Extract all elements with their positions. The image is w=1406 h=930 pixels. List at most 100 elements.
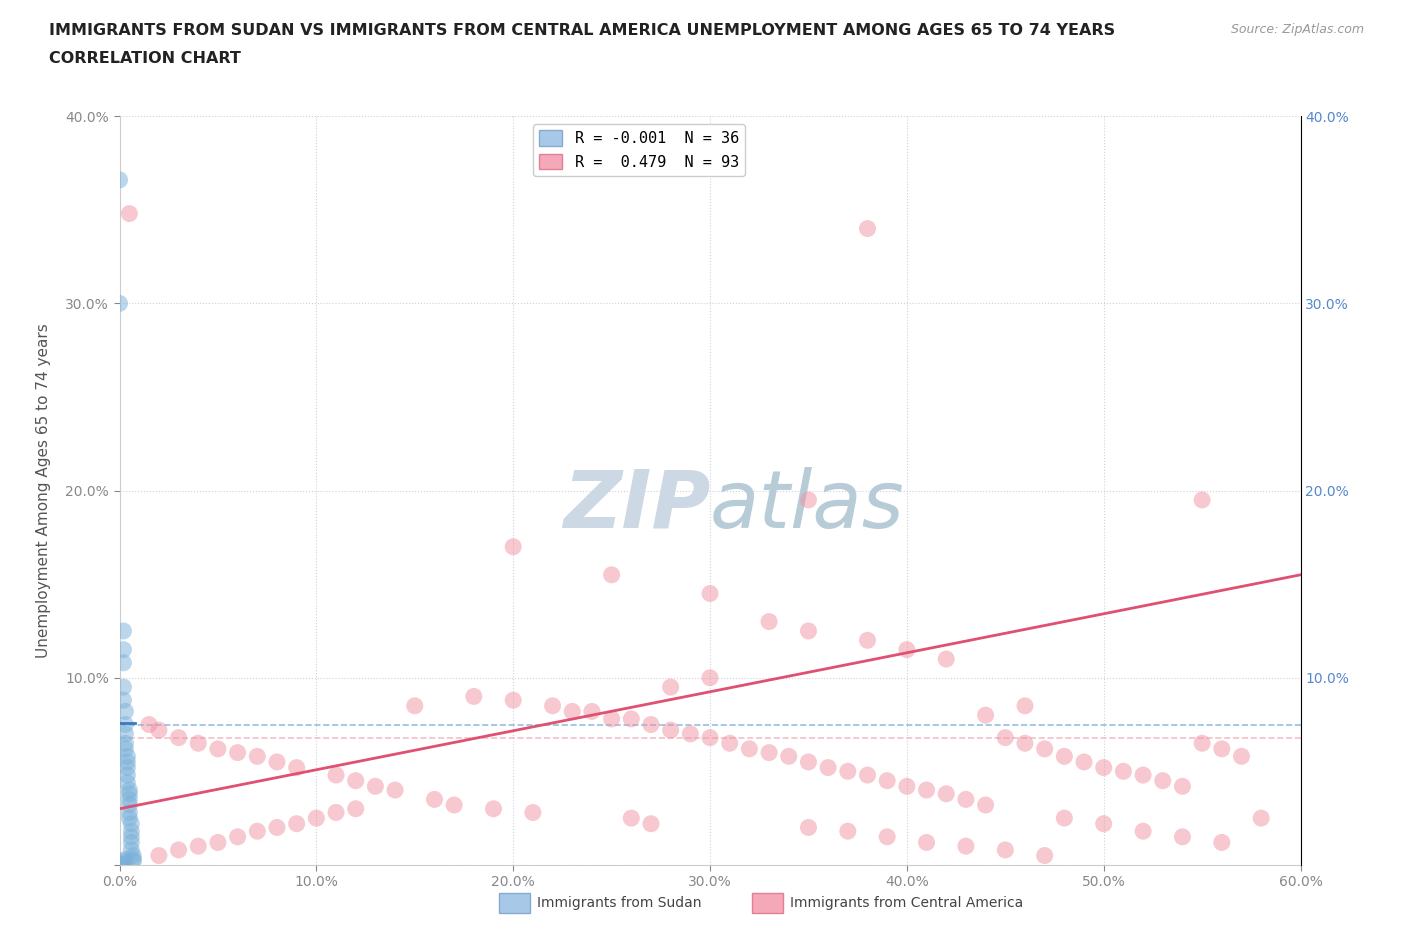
Point xyxy=(935,787,957,802)
Point xyxy=(758,614,780,629)
Point xyxy=(118,787,141,802)
Point xyxy=(114,852,136,867)
Text: atlas: atlas xyxy=(710,467,905,545)
Point xyxy=(122,848,145,863)
Point xyxy=(463,689,485,704)
Text: ZIP: ZIP xyxy=(562,467,710,545)
Point xyxy=(1014,736,1036,751)
Y-axis label: Unemployment Among Ages 65 to 74 years: Unemployment Among Ages 65 to 74 years xyxy=(37,324,52,658)
Point xyxy=(266,754,288,769)
Text: Immigrants from Central America: Immigrants from Central America xyxy=(790,896,1024,910)
Point xyxy=(659,723,682,737)
Point xyxy=(112,693,135,708)
Point xyxy=(620,811,643,826)
Point xyxy=(108,172,131,187)
Point xyxy=(1112,764,1135,778)
Point xyxy=(118,206,141,221)
Point xyxy=(797,754,820,769)
Point xyxy=(305,811,328,826)
Point xyxy=(876,773,898,788)
Point xyxy=(167,730,190,745)
Point xyxy=(797,623,820,638)
Point xyxy=(112,854,135,869)
Point xyxy=(856,632,879,647)
Point xyxy=(659,680,682,695)
Point xyxy=(325,805,347,820)
Point xyxy=(246,824,269,839)
Point xyxy=(955,839,977,854)
Point xyxy=(1092,760,1115,775)
Point xyxy=(856,767,879,782)
Point xyxy=(640,717,662,732)
Point xyxy=(120,835,142,850)
Point xyxy=(117,754,139,769)
Point xyxy=(718,736,741,751)
Point xyxy=(404,698,426,713)
Point xyxy=(640,817,662,831)
Point xyxy=(482,802,505,817)
Point xyxy=(817,760,839,775)
Point xyxy=(117,749,139,764)
Point xyxy=(1250,811,1272,826)
Point xyxy=(778,749,800,764)
Text: Immigrants from Sudan: Immigrants from Sudan xyxy=(537,896,702,910)
Point xyxy=(117,760,139,775)
Point xyxy=(1132,767,1154,782)
Point xyxy=(1053,811,1076,826)
Point xyxy=(120,843,142,857)
Point xyxy=(679,726,702,741)
Point xyxy=(1053,749,1076,764)
Point xyxy=(285,760,308,775)
Point xyxy=(915,782,938,797)
Point xyxy=(114,704,136,719)
Text: IMMIGRANTS FROM SUDAN VS IMMIGRANTS FROM CENTRAL AMERICA UNEMPLOYMENT AMONG AGES: IMMIGRANTS FROM SUDAN VS IMMIGRANTS FROM… xyxy=(49,23,1115,38)
Point xyxy=(285,817,308,831)
Point xyxy=(699,586,721,601)
Point xyxy=(522,805,544,820)
Point xyxy=(114,726,136,741)
Point xyxy=(1191,736,1213,751)
Point xyxy=(167,843,190,857)
Point xyxy=(758,745,780,760)
Point xyxy=(120,817,142,831)
Point xyxy=(896,778,918,793)
Point xyxy=(110,857,132,872)
Point xyxy=(1033,848,1056,863)
Point xyxy=(112,856,135,870)
Point xyxy=(1152,773,1174,788)
Point xyxy=(1211,835,1233,850)
Point xyxy=(1092,817,1115,831)
Point xyxy=(1073,754,1095,769)
Point xyxy=(837,764,859,778)
Point xyxy=(207,741,229,756)
Point xyxy=(118,782,141,797)
Point xyxy=(114,741,136,756)
Point xyxy=(699,730,721,745)
Point xyxy=(148,848,170,863)
Point xyxy=(502,693,524,708)
Point xyxy=(581,704,603,719)
Point xyxy=(207,835,229,850)
Point xyxy=(1191,493,1213,508)
Point xyxy=(246,749,269,764)
Text: CORRELATION CHART: CORRELATION CHART xyxy=(49,51,240,66)
Point xyxy=(915,835,938,850)
Point xyxy=(994,843,1017,857)
Point xyxy=(114,717,136,732)
Point xyxy=(974,708,997,723)
Point xyxy=(935,652,957,667)
Point xyxy=(541,698,564,713)
Point xyxy=(118,798,141,813)
Point xyxy=(974,798,997,813)
Text: Source: ZipAtlas.com: Source: ZipAtlas.com xyxy=(1230,23,1364,36)
Point xyxy=(117,767,139,782)
Point xyxy=(344,802,367,817)
Point xyxy=(620,711,643,726)
Point xyxy=(325,767,347,782)
Point xyxy=(187,736,209,751)
Point xyxy=(114,736,136,751)
Legend: R = -0.001  N = 36, R =  0.479  N = 93: R = -0.001 N = 36, R = 0.479 N = 93 xyxy=(533,124,745,176)
Point xyxy=(118,811,141,826)
Point xyxy=(187,839,209,854)
Point xyxy=(344,773,367,788)
